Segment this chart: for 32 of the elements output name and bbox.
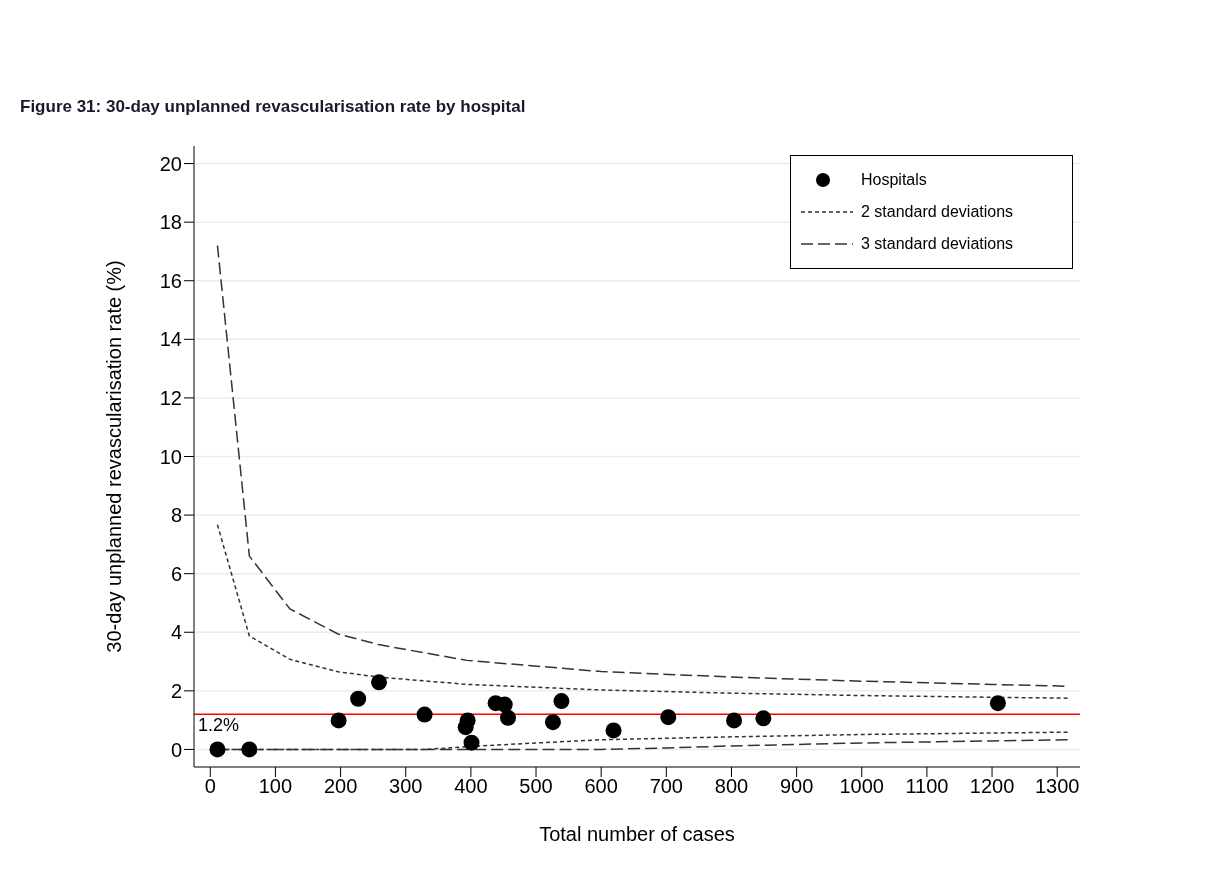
x-axis-title: Total number of cases bbox=[539, 823, 735, 846]
y-tick-label: 6 bbox=[170, 562, 182, 585]
x-tick-label: 100 bbox=[258, 775, 293, 798]
x-tick-label: 300 bbox=[389, 775, 423, 798]
x-tick-label: 1200 bbox=[969, 775, 1015, 798]
ref-line-label: 1.2% bbox=[198, 715, 240, 736]
x-tick-label: 900 bbox=[779, 775, 814, 798]
y-axis-title: 30-day unplanned revascularisation rate (%) bbox=[103, 260, 126, 653]
chart-title: Figure 31: 30-day unplanned revascularisation rate by hospital bbox=[20, 97, 526, 117]
x-tick-label: 700 bbox=[649, 775, 683, 798]
y-tick-label: 10 bbox=[159, 445, 182, 468]
legend-label: 3 standard deviations bbox=[861, 235, 1014, 253]
y-tick-label: 16 bbox=[159, 269, 182, 292]
x-tick-label: 800 bbox=[714, 775, 749, 798]
legend-label: 2 standard deviations bbox=[861, 203, 1014, 221]
y-tick-label: 0 bbox=[170, 738, 182, 761]
x-tick-label: 500 bbox=[519, 775, 553, 798]
y-tick-label: 14 bbox=[159, 328, 182, 351]
x-tick-label: 1100 bbox=[905, 775, 949, 798]
x-tick-label: 600 bbox=[584, 775, 618, 798]
y-tick-label: 4 bbox=[170, 621, 182, 644]
y-tick-label: 8 bbox=[170, 504, 182, 527]
x-tick-label: 1300 bbox=[1034, 775, 1080, 798]
x-tick-label: 0 bbox=[204, 775, 216, 798]
y-tick-label: 12 bbox=[159, 387, 182, 410]
x-tick-label: 400 bbox=[454, 775, 488, 798]
y-tick-label: 18 bbox=[159, 211, 182, 234]
legend-label: Hospitals bbox=[861, 171, 927, 189]
y-tick-label: 20 bbox=[159, 152, 182, 175]
x-tick-label: 200 bbox=[323, 775, 358, 798]
x-tick-label: 1000 bbox=[839, 775, 885, 798]
y-tick-label: 2 bbox=[170, 679, 182, 702]
